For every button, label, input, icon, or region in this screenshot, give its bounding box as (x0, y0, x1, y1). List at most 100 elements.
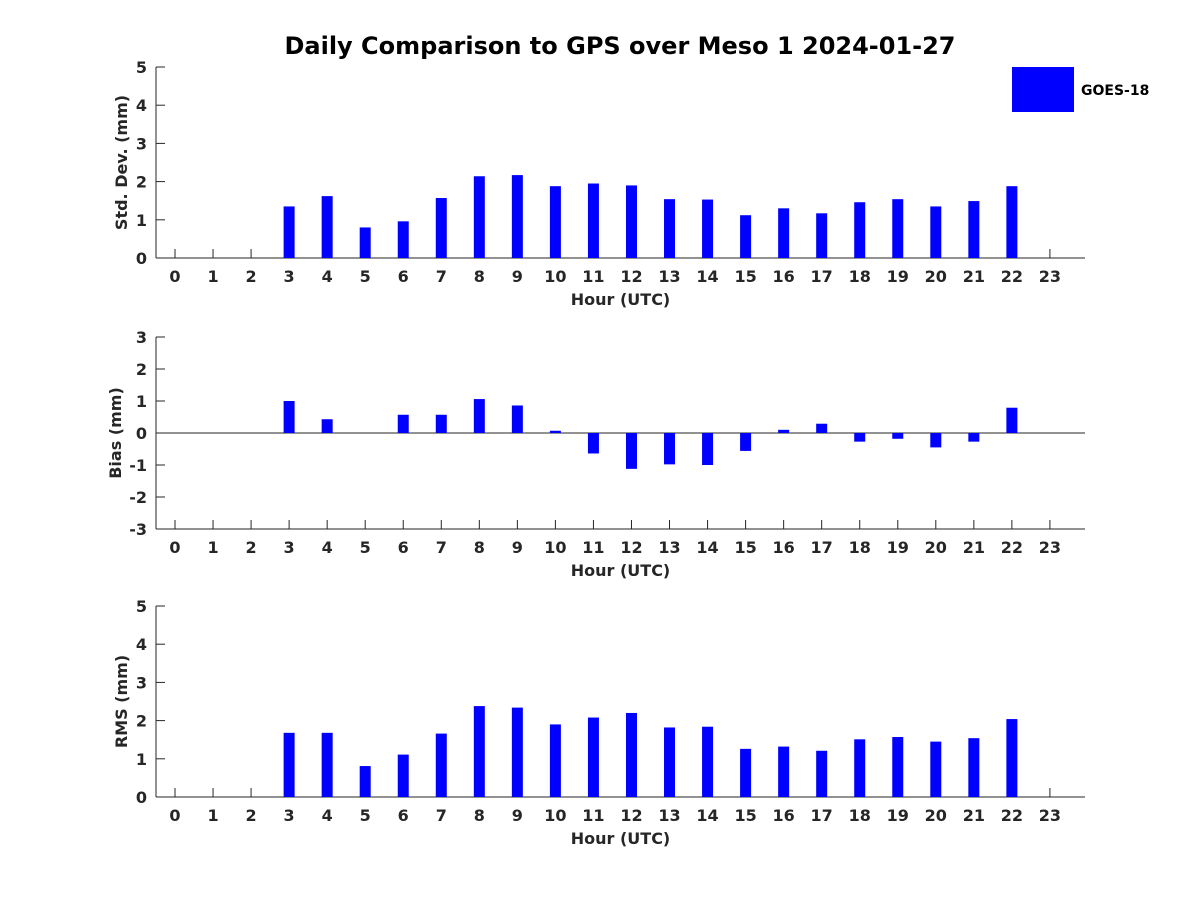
bar (1006, 719, 1018, 797)
y-tick-label: 2 (136, 173, 147, 192)
x-tick-label: 21 (963, 267, 985, 286)
bar (702, 199, 714, 258)
bar (1006, 407, 1018, 433)
y-axis-label: Std. Dev. (mm) (112, 95, 131, 230)
bar (664, 727, 676, 797)
x-tick-label: 23 (1039, 806, 1061, 825)
y-tick-label: 0 (136, 249, 147, 268)
x-tick-label: 16 (773, 806, 795, 825)
x-tick-label: 4 (322, 806, 333, 825)
x-tick-label: 1 (207, 267, 218, 286)
y-tick-label: 3 (136, 328, 147, 347)
x-tick-label: 12 (620, 267, 642, 286)
bar (892, 737, 904, 797)
bar (664, 199, 676, 258)
x-tick-label: 13 (658, 538, 680, 557)
bar (283, 732, 295, 797)
y-tick-label: 4 (136, 635, 147, 654)
bar (473, 176, 485, 258)
x-tick-label: 14 (696, 538, 718, 557)
x-tick-label: 20 (925, 806, 947, 825)
bar (892, 433, 904, 439)
x-tick-label: 14 (696, 267, 718, 286)
x-tick-label: 9 (512, 538, 523, 557)
x-tick-label: 8 (474, 267, 485, 286)
bar (816, 750, 828, 797)
x-tick-label: 3 (284, 806, 295, 825)
bar (511, 707, 523, 797)
x-tick-label: 20 (925, 538, 947, 557)
x-tick-label: 6 (398, 267, 409, 286)
bar (435, 414, 447, 433)
x-tick-label: 3 (284, 267, 295, 286)
x-tick-label: 7 (436, 267, 447, 286)
x-tick-label: 2 (246, 538, 257, 557)
bar (740, 433, 752, 451)
x-tick-label: 19 (887, 267, 909, 286)
bar (511, 405, 523, 433)
y-tick-label: 4 (136, 96, 147, 115)
bar (625, 433, 637, 469)
y-tick-label: 0 (136, 424, 147, 443)
x-tick-label: 6 (398, 806, 409, 825)
x-tick-label: 2 (246, 267, 257, 286)
bar (816, 423, 828, 433)
y-axis-label: RMS (mm) (112, 655, 131, 748)
x-tick-label: 13 (658, 267, 680, 286)
y-tick-label: 1 (136, 211, 147, 230)
bar (740, 748, 752, 797)
x-tick-label: 21 (963, 538, 985, 557)
x-tick-label: 18 (849, 267, 871, 286)
x-tick-label: 12 (620, 538, 642, 557)
x-tick-label: 22 (1001, 267, 1023, 286)
bar (397, 221, 409, 258)
bar (968, 201, 980, 258)
bar (321, 196, 333, 258)
x-tick-label: 3 (284, 538, 295, 557)
x-tick-label: 17 (811, 267, 833, 286)
x-tick-label: 1 (207, 538, 218, 557)
x-axis-label: Hour (UTC) (571, 829, 671, 848)
bar (816, 213, 828, 258)
y-axis-label: Bias (mm) (106, 387, 125, 479)
x-tick-label: 15 (734, 538, 756, 557)
bar (283, 206, 295, 258)
x-tick-label: 13 (658, 806, 680, 825)
x-tick-label: 21 (963, 806, 985, 825)
x-tick-label: 7 (436, 538, 447, 557)
x-tick-label: 1 (207, 806, 218, 825)
bar (854, 739, 866, 797)
x-tick-label: 5 (360, 267, 371, 286)
bar (321, 732, 333, 797)
x-tick-label: 14 (696, 806, 718, 825)
x-tick-label: 8 (474, 806, 485, 825)
bar (778, 208, 790, 258)
bar (930, 433, 942, 448)
bar (397, 754, 409, 797)
x-tick-label: 16 (773, 267, 795, 286)
bar (854, 202, 866, 258)
bar (435, 198, 447, 258)
bar (321, 419, 333, 433)
y-tick-label: -2 (129, 488, 147, 507)
bar (625, 712, 637, 797)
bar (664, 433, 676, 465)
y-tick-label: 2 (136, 360, 147, 379)
bar (587, 183, 599, 258)
legend-label: GOES-18 (1081, 83, 1149, 99)
bar (702, 433, 714, 465)
bar (968, 433, 980, 442)
bar (473, 399, 485, 433)
bar (930, 206, 942, 258)
bar (625, 185, 637, 258)
x-tick-label: 15 (734, 806, 756, 825)
bar (854, 433, 866, 442)
x-tick-label: 6 (398, 538, 409, 557)
x-tick-label: 18 (849, 806, 871, 825)
x-tick-label: 7 (436, 806, 447, 825)
x-tick-label: 23 (1039, 267, 1061, 286)
x-tick-label: 17 (811, 538, 833, 557)
